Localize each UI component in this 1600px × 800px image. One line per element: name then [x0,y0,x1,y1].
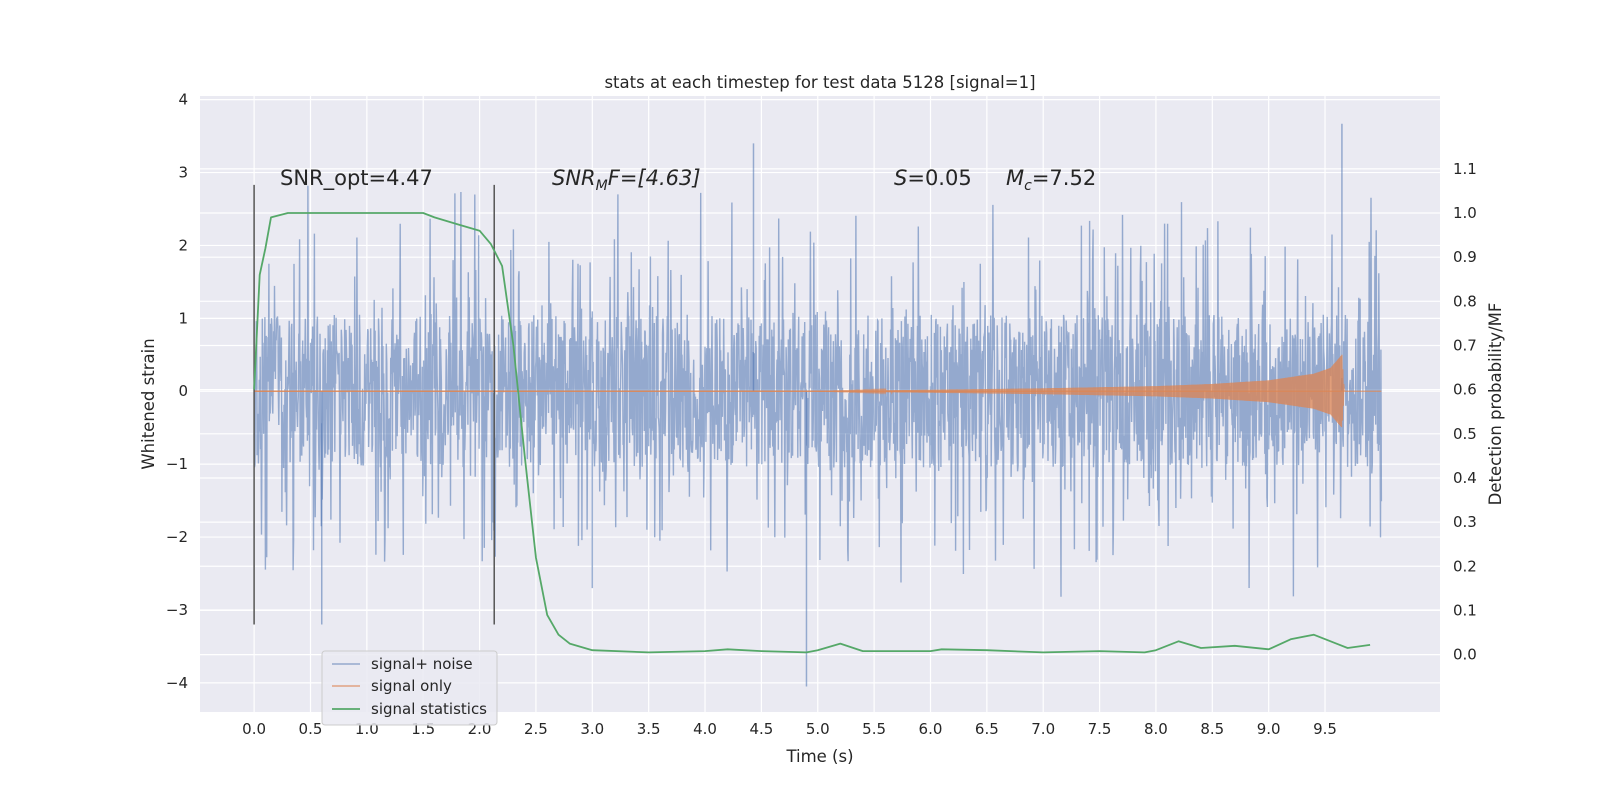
y-tick-label: 0 [178,382,188,400]
legend-box [321,650,498,726]
y-tick-label: 1 [178,309,188,327]
y2-tick-label: 0.1 [1453,601,1477,619]
x-tick-label: 0.5 [299,720,323,738]
s-variable: S [894,166,907,190]
x-tick-label: 7.5 [1088,720,1112,738]
y2-tick-label: 0.7 [1453,336,1477,354]
s-value: =0.05 [907,166,971,190]
x-tick-label: 6.0 [919,720,943,738]
tick-labels: 0.0 0.5 1.0 1.5 2.0 2.5 3.0 3.5 4.0 4.5 5.0 5.5 6.0 6… [166,91,1477,738]
x-tick-label: 4.5 [749,720,773,738]
x-tick-label: 9.5 [1313,720,1337,738]
x-axis-label: Time (s) [785,747,853,766]
x-tick-label: 6.5 [975,720,999,738]
x-tick-label: 4.0 [693,720,717,738]
y-tick-label: 2 [178,236,188,254]
y2-tick-label: 0.8 [1453,292,1477,310]
mc-value: =7.52 [1032,166,1096,190]
legend: signal+ noise signal only signal statist… [321,650,498,726]
y-tick-label: −1 [166,455,188,473]
y2-tick-label: 1.0 [1453,204,1477,222]
y2-tick-label: 1.1 [1453,160,1477,178]
x-tick-label: 9.0 [1257,720,1281,738]
signal-noise-line [253,185,1383,597]
chart-title: stats at each timestep for test data 512… [604,73,1035,92]
annotation-mc: Mc=7.52 [1006,166,1096,194]
y2-tick-label: 0.9 [1453,248,1477,266]
y-tick-label: −3 [166,601,188,619]
mc-variable: M [1006,166,1024,190]
snr-mf-value: F=[4.63] [608,166,701,190]
legend-label-signal-only: signal only [371,677,452,695]
y2-tick-label: 0.3 [1453,513,1477,531]
mc-subscript: c [1024,178,1032,194]
legend-label-signal-statistics: signal statistics [371,700,487,718]
x-tick-label: 2.5 [524,720,548,738]
y-tick-label: 4 [178,91,188,109]
y-tick-label: −4 [166,674,188,692]
x-tick-label: 7.0 [1031,720,1055,738]
snr-mf-subscript: M [596,178,608,194]
annotation-snr-opt: SNR_opt=4.47 [280,166,433,191]
x-tick-label: 3.0 [580,720,604,738]
y-tick-label: 3 [178,164,188,182]
annotation-snr-mf: SNRMF=[4.63] [552,166,701,194]
y2-tick-label: 0.4 [1453,469,1477,487]
x-tick-label: 0.0 [242,720,266,738]
x-tick-label: 8.0 [1144,720,1168,738]
snr-mf-variable: SNR [552,166,596,190]
x-tick-label: 5.0 [806,720,830,738]
y-tick-label: −2 [166,528,188,546]
x-tick-label: 3.5 [637,720,661,738]
signal-only-series [254,354,1382,428]
y-axis-label: Whitened strain [139,338,158,469]
y2-tick-label: 0.2 [1453,557,1477,575]
marker-lines [253,184,495,625]
y2-axis-label: Detection probability/MF [1486,303,1505,506]
signal-noise-series [253,123,1383,687]
y2-tick-label: 0.0 [1453,646,1477,664]
signal-statistics-line [253,212,1371,654]
y2-tick-label: 0.5 [1453,425,1477,443]
legend-label-signal-noise: signal+ noise [371,655,473,673]
x-tick-label: 5.5 [862,720,886,738]
y2-tick-label: 0.6 [1453,381,1477,399]
annotation-s: S=0.05 [894,166,972,190]
signal-statistics-series [253,212,1371,654]
x-tick-label: 8.5 [1200,720,1224,738]
